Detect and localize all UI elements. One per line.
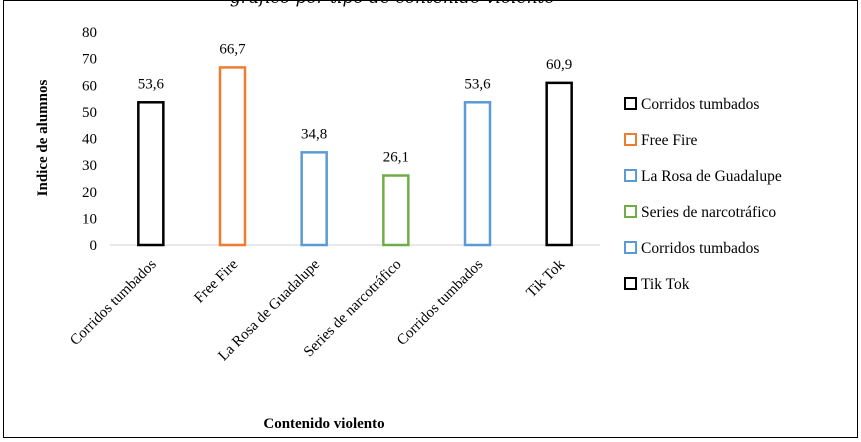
y-axis-title: Indice de alumnos <box>35 79 51 196</box>
chart-frame <box>3 0 858 438</box>
legend-swatch <box>624 277 637 290</box>
legend-swatch <box>624 241 637 254</box>
y-tick-label: 20 <box>82 185 97 201</box>
legend-label: La Rosa de Guadalupe <box>641 168 782 185</box>
y-tick-label: 70 <box>82 52 97 68</box>
x-tick-label: Free Fire <box>191 256 241 306</box>
legend-label: Free Fire <box>641 132 698 149</box>
legend-swatch <box>624 169 637 182</box>
legend-label: Corridos tumbados <box>641 96 759 113</box>
x-tick-label: Tik Tok <box>524 256 569 301</box>
y-tick-label: 80 <box>82 25 97 41</box>
data-label: 26,1 <box>383 150 409 166</box>
y-tick-label: 60 <box>82 78 97 94</box>
y-tick-label: 0 <box>90 238 98 254</box>
bar <box>463 101 492 247</box>
data-label: 60,9 <box>546 57 572 73</box>
x-tick-label: Corridos tumbados <box>394 256 486 348</box>
legend-label: Tik Tok <box>641 276 690 293</box>
y-tick-label: 40 <box>82 132 97 148</box>
bar <box>137 101 165 247</box>
x-axis-title: Contenido violento <box>263 416 384 432</box>
bar <box>545 81 573 247</box>
legend-label: Corridos tumbados <box>641 240 759 257</box>
bar <box>382 174 410 247</box>
data-label: 34,8 <box>301 126 327 142</box>
bar <box>218 66 247 247</box>
data-label: 53,6 <box>138 76 165 92</box>
y-tick-label: 50 <box>82 105 97 121</box>
bar <box>300 151 328 247</box>
bars <box>137 66 573 247</box>
y-tick-label: 30 <box>82 158 97 174</box>
y-tick-label: 10 <box>82 211 97 227</box>
legend-swatch <box>624 133 637 146</box>
legend-label: Series de narcotráfico <box>641 204 776 221</box>
data-labels: 53,6 66,7 34,8 26,1 53,6 60,9 <box>138 41 573 165</box>
chart-title-partial: gráfico por tipo de contenido violento <box>230 0 555 8</box>
data-label: 53,6 <box>464 76 491 92</box>
data-label: 66,7 <box>219 41 246 57</box>
legend: Corridos tumbados Free Fire La Rosa de Gua… <box>624 96 782 293</box>
x-tick-label: Corridos tumbados <box>67 256 159 348</box>
legend-swatch <box>624 205 637 218</box>
y-tick-labels: 0 10 20 30 40 50 60 70 80 <box>82 25 97 254</box>
legend-swatch <box>624 97 637 110</box>
